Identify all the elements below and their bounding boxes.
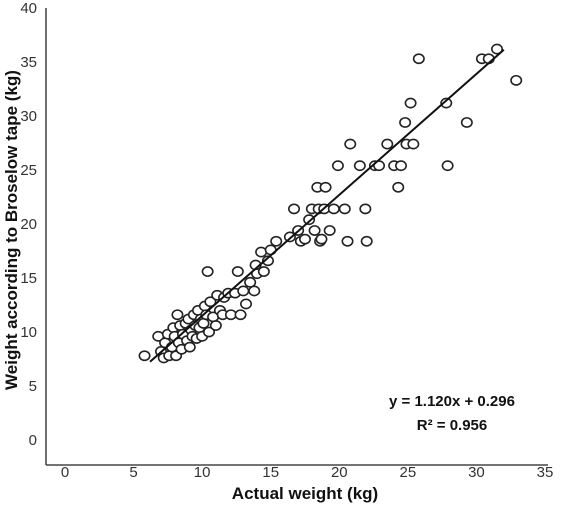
data-point — [244, 276, 257, 288]
data-point — [231, 266, 244, 277]
data-point — [404, 97, 417, 109]
data-point — [399, 117, 412, 128]
data-point — [407, 138, 420, 150]
data-point — [341, 235, 354, 247]
trendline — [149, 48, 505, 363]
y-tick-label: 35 — [20, 54, 37, 71]
y-tick-label: 25 — [20, 162, 37, 179]
y-tick-labels: 0 5 10 15 20 25 30 35 40 — [20, 0, 37, 449]
data-point — [283, 231, 296, 243]
data-point — [441, 160, 454, 172]
data-point — [203, 326, 216, 338]
data-point — [237, 285, 250, 297]
data-point — [331, 160, 344, 172]
data-point — [255, 246, 268, 258]
data-point — [197, 317, 210, 329]
y-tick-label: 5 — [29, 378, 37, 395]
data-point — [138, 350, 151, 362]
y-axis-title: Weight according to Broselow tape (kg) — [2, 70, 21, 390]
data-point — [315, 233, 328, 245]
data-point — [303, 214, 316, 226]
data-point — [240, 298, 253, 310]
data-point — [338, 203, 351, 215]
data-point — [288, 203, 301, 215]
r-squared-label: R² = 0.956 — [417, 417, 487, 434]
data-point — [394, 160, 407, 172]
trend-equation: y = 1.120x + 0.296 — [389, 393, 515, 410]
data-point — [381, 138, 394, 150]
data-point — [201, 266, 214, 277]
data-point — [257, 266, 270, 277]
data-point — [490, 43, 503, 55]
data-point — [234, 309, 247, 321]
data-point — [353, 160, 366, 172]
x-tick-label: 10 — [194, 464, 211, 481]
data-point — [440, 97, 453, 109]
data-point — [412, 53, 425, 65]
data-point — [183, 341, 196, 353]
x-axis-title: Actual weight (kg) — [232, 484, 378, 503]
data-point — [270, 235, 283, 247]
x-tick-label: 15 — [262, 464, 279, 481]
data-point — [510, 74, 523, 86]
y-tick-label: 15 — [20, 270, 37, 287]
data-point — [248, 285, 261, 297]
x-tick-label: 20 — [331, 464, 348, 481]
data-point — [460, 117, 473, 128]
data-point — [204, 296, 217, 308]
x-tick-label: 25 — [400, 464, 417, 481]
data-point — [323, 225, 336, 236]
data-point — [327, 203, 340, 215]
data-point — [171, 309, 184, 321]
data-point — [209, 320, 222, 331]
trendline-group — [149, 48, 505, 363]
data-point — [319, 181, 332, 193]
y-tick-label: 40 — [20, 0, 37, 17]
data-point — [308, 225, 321, 236]
data-point — [344, 138, 357, 150]
axes — [45, 8, 548, 466]
data-point — [298, 233, 311, 245]
data-point — [392, 181, 405, 193]
x-tick-label: 5 — [129, 464, 137, 481]
y-tick-label: 10 — [20, 324, 37, 341]
y-tick-label: 30 — [20, 108, 37, 125]
x-tick-labels: 0 5 10 15 20 25 30 35 — [61, 464, 554, 481]
x-tick-label: 0 — [61, 464, 69, 481]
data-point — [261, 255, 274, 267]
y-tick-label: 0 — [29, 432, 37, 449]
x-tick-label: 35 — [537, 464, 554, 481]
data-point — [359, 203, 372, 215]
y-tick-label: 20 — [20, 216, 37, 233]
data-point — [360, 235, 373, 247]
x-tick-label: 30 — [468, 464, 485, 481]
